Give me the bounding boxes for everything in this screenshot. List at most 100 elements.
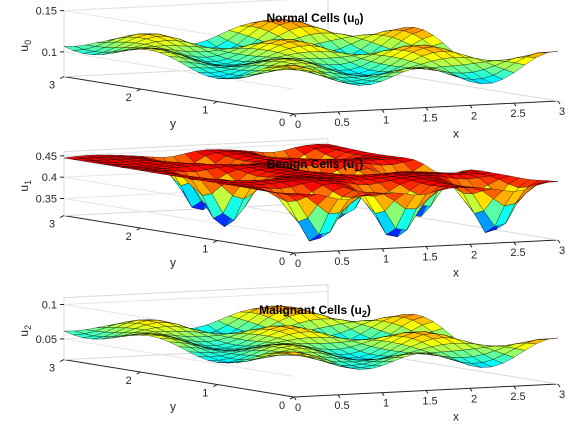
z-tick-label: 0.4: [42, 172, 57, 184]
y-tick-label: 1: [202, 105, 208, 117]
y-axis-label: y: [170, 116, 176, 130]
y-tick-mark: [136, 371, 141, 375]
z-tick-label: 0.05: [36, 334, 57, 346]
x-tick-label: 0.5: [334, 400, 349, 412]
y-tick-mark: [213, 101, 218, 104]
x-tick-mark: [425, 107, 429, 111]
surface: [63, 305, 559, 370]
z-axis-label-sub: 2: [23, 325, 33, 330]
z-axis-label: u0: [17, 40, 33, 52]
y-tick-mark: [136, 88, 141, 92]
x-tick-label: 2.5: [510, 108, 525, 120]
x-tick-mark: [425, 246, 429, 250]
y-tick-mark: [59, 359, 65, 363]
x-ticks: 0 0.5 1 1.5 2 2.5 3: [293, 239, 565, 270]
x-tick-mark: [513, 102, 517, 107]
y-tick-mark: [136, 227, 141, 231]
chart-title-sub: 2: [362, 309, 367, 319]
z-axis-label: u1: [17, 180, 33, 192]
chart-title: Malignant Cells (u2): [259, 303, 371, 319]
z-tick-label: 0.15: [36, 6, 57, 18]
x-tick-mark: [557, 383, 561, 388]
z-gridline: [63, 51, 295, 90]
x-tick-label: 2: [471, 393, 477, 405]
z-tick-label: 0.1: [42, 299, 57, 311]
z-gridline: [63, 0, 290, 12]
x-tick-mark: [469, 388, 473, 392]
y-tick-label: 2: [126, 375, 132, 387]
x-tick-mark: [293, 113, 297, 118]
axis-line: [63, 138, 329, 153]
x-tick-label: 0: [295, 119, 301, 131]
x-tick-label: 1.5: [422, 396, 437, 408]
z-axis-label: u2: [17, 325, 33, 337]
x-tick-label: 2.5: [510, 247, 525, 259]
z-gridline: [63, 142, 329, 157]
y-tick-label: 2: [126, 92, 132, 104]
x-tick-label: 2: [471, 110, 477, 122]
chart-title-close: ): [360, 11, 364, 25]
x-tick-mark: [337, 394, 341, 399]
z-axis-label-main: u: [17, 185, 31, 192]
x-tick-label: 3: [559, 106, 565, 118]
y-tick-mark: [213, 240, 218, 243]
z-tick-label: 0.35: [36, 194, 57, 206]
x-ticks: 0 0.5 1 1.5 2 2.5 3: [293, 100, 565, 131]
z-axis-label-sub: 1: [23, 180, 33, 185]
x-axis-label: x: [453, 127, 459, 141]
x-tick-label: 1: [383, 398, 389, 410]
x-tick-mark: [469, 105, 473, 109]
z-ticks: 0.05 0.1: [36, 299, 64, 346]
x-tick-label: 0.5: [334, 256, 349, 268]
x-tick-label: 1.5: [422, 113, 437, 125]
y-tick-label: 2: [126, 231, 132, 243]
x-axis-label: x: [453, 410, 459, 424]
z-axis-label-main: u: [17, 330, 31, 337]
x-tick-mark: [381, 109, 385, 113]
x-tick-mark: [557, 100, 561, 105]
y-tick-mark: [289, 113, 295, 117]
y-tick-label: 3: [49, 80, 55, 92]
y-ticks: 0 1 2 3: [49, 359, 295, 412]
axis-line: [63, 76, 295, 115]
z-tick-label: 0.1: [42, 47, 57, 59]
surface: [63, 143, 559, 242]
axis-line: [63, 284, 329, 299]
chart-title-close: ): [367, 303, 371, 317]
chart-title-sub: 1: [354, 163, 359, 173]
axes-box: [63, 0, 559, 115]
z-ticks: 0.35 0.4 0.45: [36, 151, 64, 206]
surface-patch: [537, 50, 559, 54]
x-tick-mark: [381, 248, 385, 252]
axis-line: [63, 215, 295, 254]
y-tick-label: 1: [202, 388, 208, 400]
x-tick-mark: [557, 239, 561, 244]
x-tick-label: 0.5: [334, 117, 349, 129]
x-tick-label: 3: [559, 245, 565, 257]
x-tick-mark: [293, 396, 297, 401]
chart-title-main: Malignant Cells (u: [259, 303, 362, 317]
chart-title-main: Benign Cells (u: [267, 157, 354, 171]
y-ticks: 0 1 2 3: [49, 215, 295, 268]
surface: [63, 18, 559, 86]
y-tick-label: 0: [279, 117, 285, 129]
z-ticks: 0.1 0.15: [36, 6, 64, 59]
z-tick-label: 0.45: [36, 151, 57, 163]
y-tick-label: 0: [279, 400, 285, 412]
chart-title-close: ): [359, 157, 363, 171]
x-tick-mark: [337, 250, 341, 255]
z-axis-label-sub: 0: [23, 40, 33, 45]
chart-title-main: Normal Cells (u: [266, 11, 354, 25]
z-gridline: [63, 176, 295, 216]
z-gridline: [63, 198, 295, 237]
x-tick-label: 3: [559, 389, 565, 401]
y-tick-label: 3: [49, 363, 55, 375]
axis-line: [63, 359, 295, 398]
y-tick-mark: [59, 76, 65, 80]
y-tick-mark: [289, 396, 295, 400]
x-tick-mark: [513, 241, 517, 246]
